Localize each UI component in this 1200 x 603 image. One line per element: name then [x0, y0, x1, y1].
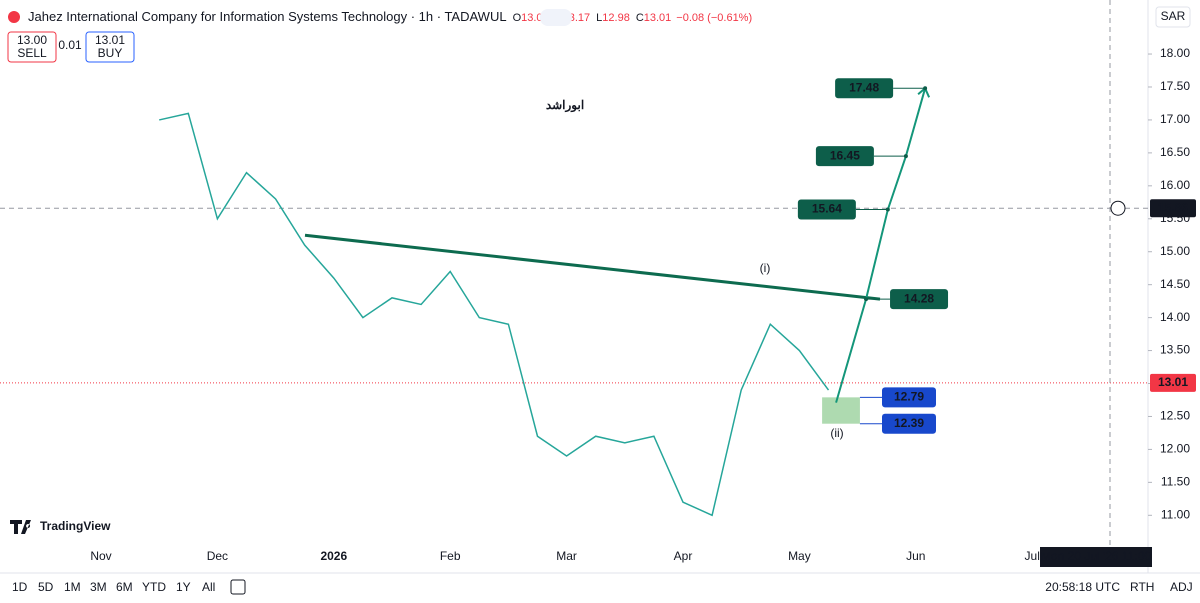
spread: 0.01	[58, 38, 82, 52]
x-tick-label: Dec	[207, 549, 228, 563]
y-tick-label: 14.00	[1160, 310, 1190, 324]
ohlc-label: L	[596, 12, 602, 24]
target-label-box	[797, 199, 856, 220]
crosshair-box	[1150, 199, 1196, 218]
rth: RTH	[1130, 580, 1154, 594]
last-price-box	[1150, 373, 1196, 392]
adj: ADJ	[1170, 580, 1193, 594]
y-tick-label: 16.50	[1160, 145, 1190, 159]
range-button[interactable]: All	[202, 580, 215, 594]
y-tick-label: 17.50	[1160, 79, 1190, 93]
x-tick-label: Feb	[440, 549, 461, 563]
x-tick-label: Nov	[90, 549, 111, 563]
target-label: 16.45	[830, 148, 860, 162]
crosshair-time-box	[1040, 547, 1152, 567]
y-tick-label: 15.00	[1160, 244, 1190, 258]
zone-label: 12.79	[894, 390, 924, 404]
ohlc-value: 12.98	[602, 12, 630, 24]
sell-label: SELL	[17, 46, 47, 60]
crosshair-time: Mon 20 Jul '26 11:00	[1041, 549, 1151, 563]
target-zone	[822, 397, 860, 424]
y-tick-label: 12.00	[1160, 442, 1190, 456]
y-tick-label: 13.50	[1160, 343, 1190, 357]
crosshair-label: 15.66	[1158, 200, 1188, 214]
range-button[interactable]: 1M	[64, 580, 81, 594]
x-tick-label: May	[788, 549, 811, 563]
x-tick-label: 2026	[320, 549, 347, 563]
x-tick-label: Jul	[1025, 549, 1040, 563]
date-range-icon	[230, 579, 246, 595]
target-label: 17.48	[849, 80, 879, 94]
range-button[interactable]: YTD	[142, 580, 166, 594]
buy-button[interactable]	[85, 31, 135, 63]
y-tick-label: 18.00	[1160, 46, 1190, 60]
target-label: 14.28	[904, 291, 934, 305]
range-button[interactable]: 6M	[116, 580, 133, 594]
x-tick-label: Apr	[674, 549, 693, 563]
y-tick-label: 17.00	[1160, 112, 1190, 126]
watermark: ابوراشد	[546, 98, 584, 113]
ohlc-label: O	[513, 12, 522, 24]
utc-time: 20:58:18 UTC	[1045, 580, 1120, 594]
last-price-label: 13.01	[1158, 375, 1188, 389]
target-label-box	[815, 146, 874, 167]
y-tick-label: 14.50	[1160, 277, 1190, 291]
zone-label-box	[882, 387, 936, 408]
symbol-logo	[8, 11, 20, 23]
indicator-badge	[540, 9, 572, 26]
ohlc-label: C	[636, 12, 644, 24]
change: −0.08 (−0.61%)	[676, 12, 752, 24]
price-line	[159, 112, 830, 517]
zone-label-box	[882, 413, 936, 434]
tv-logo-icon	[10, 520, 31, 534]
currency-button[interactable]	[1155, 6, 1191, 28]
y-tick-label: 11.00	[1161, 507, 1190, 521]
sell-price: 13.00	[17, 33, 47, 47]
buy-label: BUY	[98, 46, 123, 60]
range-button[interactable]: 1Y	[176, 580, 191, 594]
chart-title: Jahez International Company for Informat…	[28, 9, 507, 24]
crosshair-plus	[1110, 200, 1126, 216]
range-button[interactable]: 1D	[12, 580, 28, 594]
header-line: Jahez International Company for Informat…	[28, 9, 752, 24]
x-tick-label: Mar	[556, 549, 577, 563]
y-tick-label: 11.50	[1161, 475, 1190, 489]
ohlc-value: 13.01	[644, 12, 672, 24]
target-label: 15.64	[812, 202, 842, 216]
logo-text: TradingView	[40, 519, 111, 533]
wave-label: (ii)	[830, 426, 843, 440]
target-label-box	[890, 289, 949, 310]
buy-price: 13.01	[95, 33, 125, 47]
wave-label: (i)	[760, 261, 771, 275]
y-tick-label: 16.00	[1160, 178, 1190, 192]
y-tick-label: 12.50	[1160, 409, 1190, 423]
zone-label: 12.39	[894, 416, 924, 430]
target-label-box	[835, 78, 894, 99]
range-button[interactable]: 5D	[38, 580, 54, 594]
currency: SAR	[1161, 9, 1186, 23]
sell-button[interactable]	[7, 31, 57, 63]
x-tick-label: Jun	[906, 549, 925, 563]
range-button[interactable]: 3M	[90, 580, 107, 594]
trendline	[304, 233, 881, 301]
